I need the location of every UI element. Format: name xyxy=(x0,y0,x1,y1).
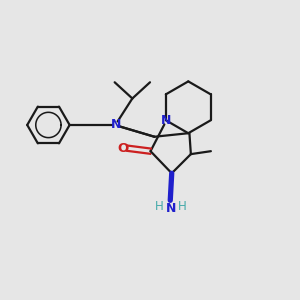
Text: N: N xyxy=(161,114,171,127)
Text: H: H xyxy=(178,200,187,213)
Text: N: N xyxy=(166,202,176,215)
Text: N: N xyxy=(111,118,121,131)
Text: H: H xyxy=(155,200,164,213)
Text: O: O xyxy=(117,142,128,155)
